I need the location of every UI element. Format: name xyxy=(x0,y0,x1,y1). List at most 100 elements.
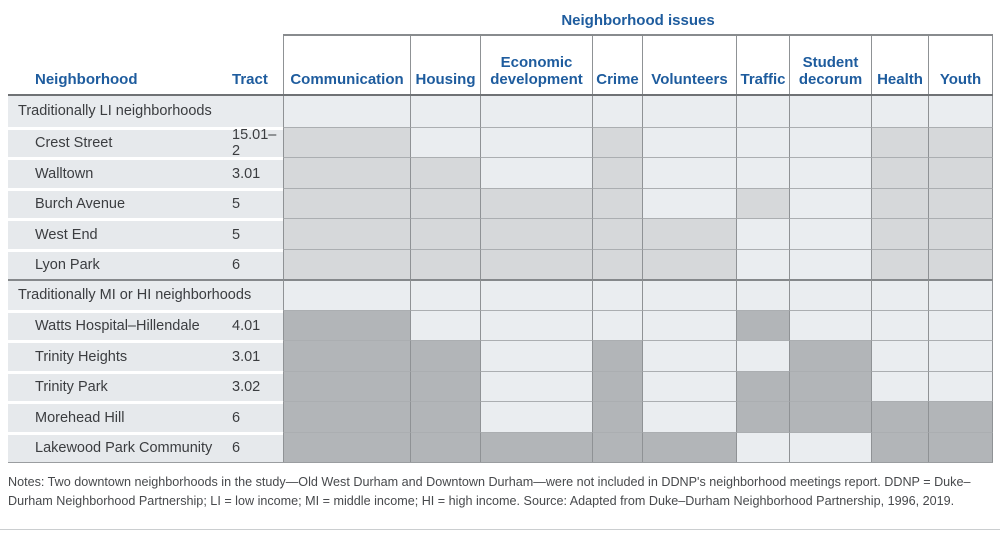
issue-cell-marked xyxy=(928,126,993,157)
issue-cell-marked xyxy=(871,431,928,462)
section-header-label: Traditionally LI neighborhoods xyxy=(8,96,283,127)
issue-cell-marked xyxy=(283,309,410,340)
issue-cell xyxy=(642,126,736,157)
tract-value: 3.02 xyxy=(230,370,283,401)
issue-cell-marked xyxy=(410,340,480,371)
issue-cell-marked xyxy=(736,401,789,432)
issue-cell-marked xyxy=(928,218,993,249)
issue-cell xyxy=(642,309,736,340)
neighborhood-name: Crest Street xyxy=(8,126,230,157)
section-header-cell xyxy=(283,96,410,127)
section-header-cell xyxy=(928,279,993,310)
issue-cell-marked xyxy=(410,248,480,279)
figure-bottom-rule xyxy=(0,529,1000,530)
issue-cell xyxy=(928,340,993,371)
column-header-row: Neighborhood Tract Communication Housing… xyxy=(8,36,993,96)
section-header-cell xyxy=(789,279,871,310)
issue-cell-marked xyxy=(283,340,410,371)
issue-cell-marked xyxy=(928,401,993,432)
issue-cell-marked xyxy=(642,431,736,462)
col-header-housing: Housing xyxy=(410,36,480,94)
issue-cell-marked xyxy=(410,157,480,188)
issue-cell xyxy=(480,126,592,157)
neighborhood-name: Walltown xyxy=(8,157,230,188)
col-header-traffic: Traffic xyxy=(736,36,789,94)
issue-cell xyxy=(480,401,592,432)
issue-cell-marked xyxy=(592,126,642,157)
spanner-row: Neighborhood issues xyxy=(8,6,993,36)
section-header-cell xyxy=(736,96,789,127)
issue-cell-marked xyxy=(642,248,736,279)
issue-cell xyxy=(789,431,871,462)
col-header-volunteers: Volunteers xyxy=(642,36,736,94)
neighborhood-issues-table: Neighborhood issues Neighborhood Tract C… xyxy=(8,6,993,511)
neighborhood-name: Trinity Park xyxy=(8,370,230,401)
neighborhood-name: Morehead Hill xyxy=(8,401,230,432)
section-header-cell xyxy=(410,279,480,310)
col-header-economic-development: Economic development xyxy=(480,36,592,94)
issue-cell xyxy=(789,248,871,279)
issue-cell-marked xyxy=(480,218,592,249)
spanner-rule: Neighborhood issues xyxy=(283,6,993,36)
tract-value: 6 xyxy=(230,431,283,462)
col-header-communication: Communication xyxy=(283,36,410,94)
issue-cell-marked xyxy=(871,218,928,249)
tract-value: 15.01–2 xyxy=(230,126,283,159)
issue-cell-marked xyxy=(789,401,871,432)
issue-cell xyxy=(928,309,993,340)
issue-cell-marked xyxy=(410,370,480,401)
issue-cell-marked xyxy=(928,187,993,218)
neighborhood-name: Watts Hospital–Hillendale xyxy=(8,309,230,340)
section-header-cell xyxy=(283,279,410,310)
neighborhood-name: Lakewood Park Community xyxy=(8,431,230,462)
col-header-tract: Tract xyxy=(232,71,268,89)
issue-cell-marked xyxy=(928,431,993,462)
col-header-youth: Youth xyxy=(928,36,993,94)
issue-cell xyxy=(642,340,736,371)
neighborhood-name: Lyon Park xyxy=(8,248,230,279)
issue-cell xyxy=(736,248,789,279)
col-header-crime: Crime xyxy=(592,36,642,94)
section-header-cell xyxy=(480,96,592,127)
issue-cell-marked xyxy=(480,248,592,279)
issue-cell-marked xyxy=(871,157,928,188)
issue-cell-marked xyxy=(283,370,410,401)
section-header-cell xyxy=(871,279,928,310)
section-header-cell xyxy=(410,96,480,127)
section-header-cell xyxy=(592,279,642,310)
issue-cell-marked xyxy=(789,340,871,371)
issue-cell xyxy=(736,431,789,462)
issue-cell-marked xyxy=(736,309,789,340)
issue-cell xyxy=(736,157,789,188)
section-header-cell xyxy=(789,96,871,127)
tract-value: 6 xyxy=(230,401,283,432)
issue-cell xyxy=(642,401,736,432)
issue-cell xyxy=(736,340,789,371)
issue-cell-marked xyxy=(410,187,480,218)
issue-cell-marked xyxy=(592,340,642,371)
issue-cell-marked xyxy=(592,370,642,401)
issue-cell-marked xyxy=(736,187,789,218)
issue-cell-marked xyxy=(480,431,592,462)
issue-cell-marked xyxy=(871,401,928,432)
section-header-cell xyxy=(480,279,592,310)
table-notes: Notes: Two downtown neighborhoods in the… xyxy=(8,475,971,508)
section-header-cell xyxy=(642,96,736,127)
issue-cell-marked xyxy=(283,401,410,432)
issue-cell-marked xyxy=(592,187,642,218)
issue-cell xyxy=(736,218,789,249)
issue-cell-marked xyxy=(410,218,480,249)
issue-cell xyxy=(592,309,642,340)
issue-cell-marked xyxy=(480,187,592,218)
table-spanner-title: Neighborhood issues xyxy=(561,12,715,29)
issue-cell xyxy=(871,309,928,340)
issue-cell xyxy=(480,309,592,340)
issue-cell xyxy=(642,187,736,218)
neighborhood-name: Burch Avenue xyxy=(8,187,230,218)
neighborhood-name: Trinity Heights xyxy=(8,340,230,371)
spanner-spacer xyxy=(8,6,283,36)
tract-value: 5 xyxy=(230,187,283,218)
issue-cell-marked xyxy=(283,218,410,249)
issue-cell-marked xyxy=(642,218,736,249)
